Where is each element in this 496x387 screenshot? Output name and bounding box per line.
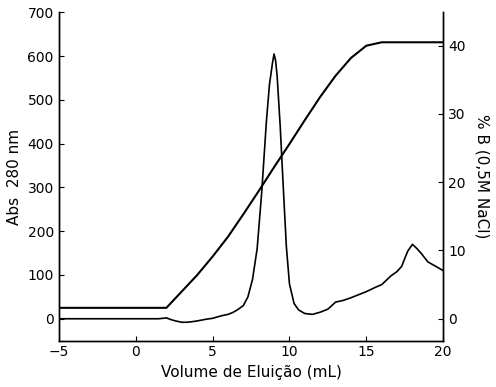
X-axis label: Volume de Eluição (mL): Volume de Eluição (mL) xyxy=(161,365,341,380)
Y-axis label: % B (0,5M NaCl): % B (0,5M NaCl) xyxy=(474,114,489,239)
Y-axis label: Abs  280 nm: Abs 280 nm xyxy=(7,128,22,224)
